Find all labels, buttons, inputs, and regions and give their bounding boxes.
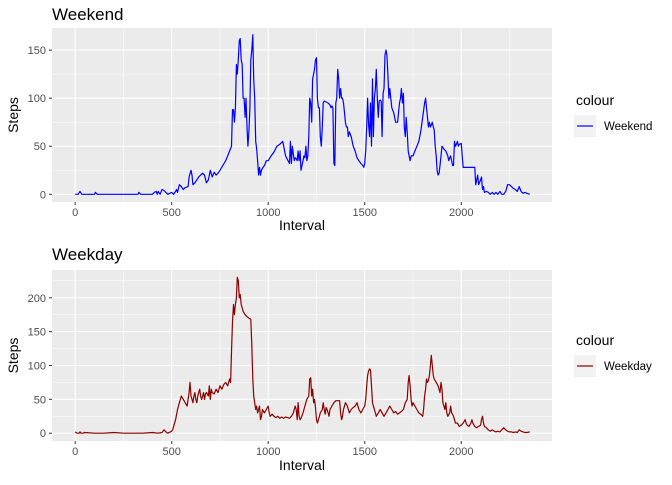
legend-title: colour: [576, 332, 614, 348]
x-tick-label: 2000: [449, 446, 473, 458]
y-tick-label: 0: [40, 189, 46, 201]
x-tick-label: 0: [72, 207, 78, 219]
y-tick-label: 150: [28, 327, 46, 339]
x-axis-title: Interval: [279, 217, 325, 233]
chart-panel: Weekday 0 500 1000 1500 2000 0 50 100 150 200 Inter…: [5, 245, 652, 473]
x-tick-label: 2000: [449, 207, 473, 219]
y-tick-label: 50: [34, 141, 46, 153]
chart-panel: Weekend 0 500 1000 1500 2000 0 50 100 150 Interval…: [5, 5, 652, 233]
legend-label: Weekend: [604, 121, 652, 133]
y-tick-label: 200: [28, 293, 46, 305]
chart-title: Weekend: [52, 5, 124, 24]
y-tick-label: 0: [40, 428, 46, 440]
x-tick-label: 1000: [256, 446, 280, 458]
y-tick-label: 100: [28, 93, 46, 105]
x-tick-label: 0: [72, 446, 78, 458]
y-axis-title: Steps: [5, 97, 21, 133]
y-tick-label: 150: [28, 45, 46, 57]
x-tick-label: 500: [163, 207, 181, 219]
y-tick-label: 100: [28, 360, 46, 372]
plot-panel: [52, 28, 552, 202]
legend-title: colour: [576, 92, 614, 108]
y-axis-title: Steps: [5, 338, 21, 374]
legend-label: Weekday: [604, 361, 652, 373]
plot-panel: [52, 270, 552, 441]
series-line: [74, 276, 530, 434]
chart-title: Weekday: [52, 245, 123, 264]
x-axis-title: Interval: [279, 457, 325, 473]
series-line: [75, 34, 530, 195]
x-tick-label: 1000: [256, 207, 280, 219]
y-tick-label: 50: [34, 394, 46, 406]
x-tick-label: 1500: [352, 207, 376, 219]
x-tick-label: 500: [163, 446, 181, 458]
x-tick-label: 1500: [352, 446, 376, 458]
